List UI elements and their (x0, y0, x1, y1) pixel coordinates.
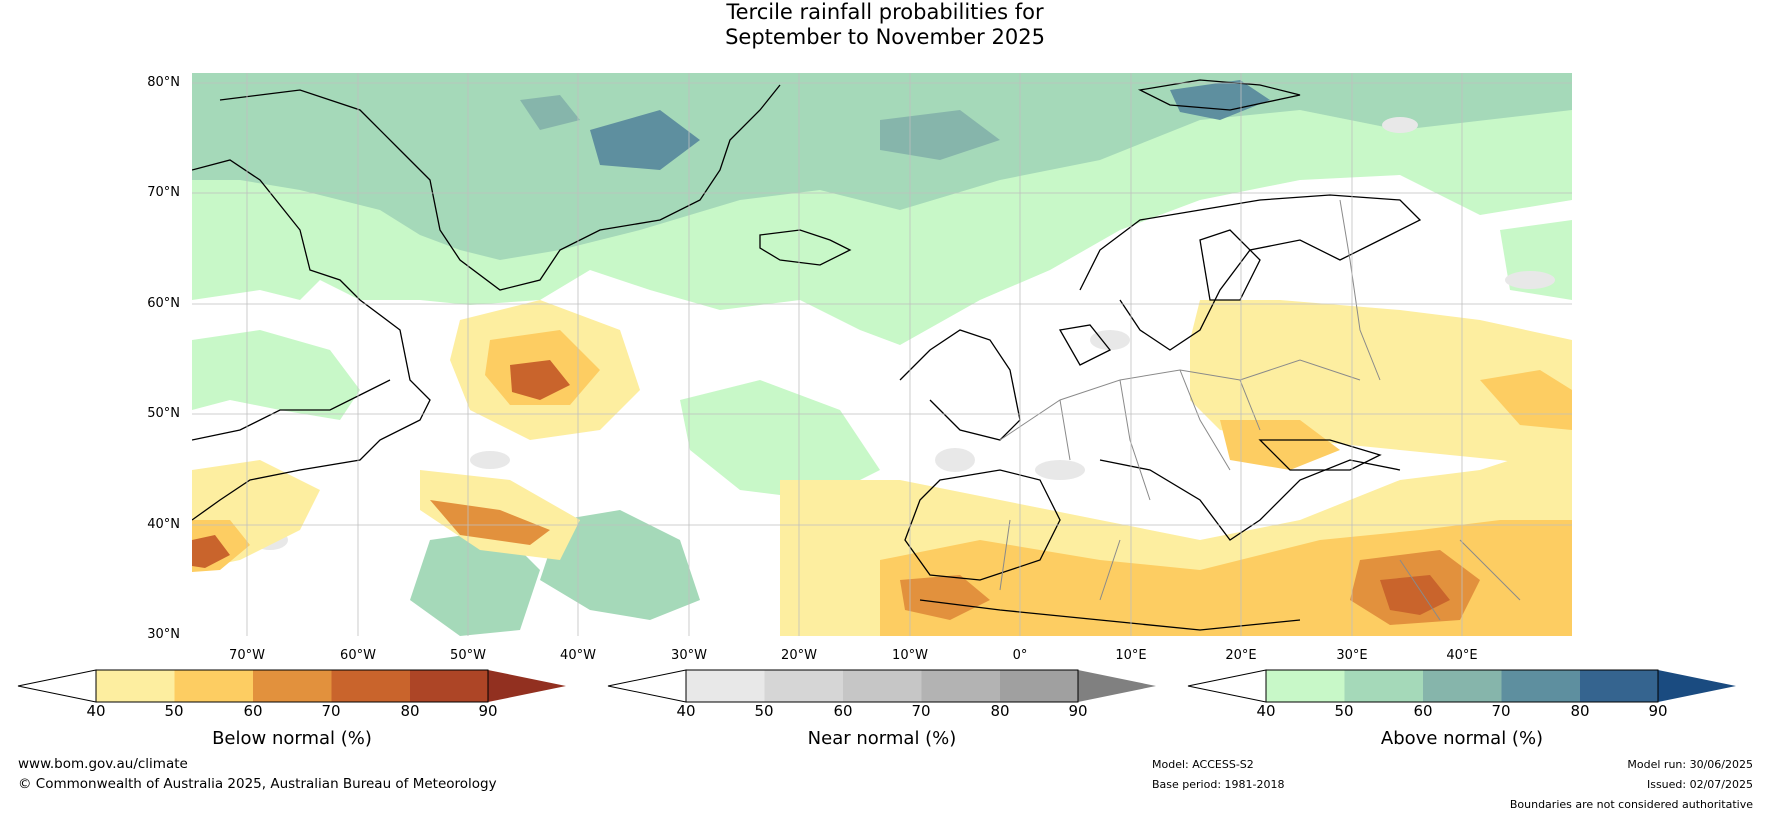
colorbar-near-normal (607, 669, 1156, 703)
map-area (192, 73, 1572, 636)
near-tick-80: 80 (990, 702, 1010, 720)
lon-label-60w: 60°W (340, 648, 376, 663)
above-tick-80: 80 (1570, 702, 1590, 720)
issued-info: Issued: 02/07/2025 (1646, 778, 1753, 791)
lon-label-70w: 70°W (229, 648, 265, 663)
below-tick-70: 70 (321, 702, 341, 720)
lon-label-20e: 20°E (1225, 648, 1257, 663)
lon-label-40w: 40°W (560, 648, 596, 663)
near-tick-90: 90 (1068, 702, 1088, 720)
model-info: Model: ACCESS-S2 (1152, 758, 1254, 771)
boundaries-disclaimer: Boundaries are not considered authoritat… (1509, 798, 1753, 811)
above-tick-40: 40 (1256, 702, 1276, 720)
copyright-notice: © Commonwealth of Australia 2025, Austra… (18, 776, 497, 792)
above-tick-50: 50 (1334, 702, 1354, 720)
colorbar-below-normal (17, 669, 566, 703)
map-title: Tercile rainfall probabilities for Septe… (0, 0, 1770, 50)
lon-label-50w: 50°W (450, 648, 486, 663)
lat-label-30n: 30°N (147, 627, 180, 642)
below-tick-90: 90 (478, 702, 498, 720)
website-link[interactable]: www.bom.gov.au/climate (18, 756, 188, 772)
near-tick-60: 60 (833, 702, 853, 720)
lon-label-30e: 30°E (1336, 648, 1368, 663)
below-tick-50: 50 (164, 702, 184, 720)
above-tick-70: 70 (1491, 702, 1511, 720)
lat-label-70n: 70°N (147, 185, 180, 200)
country-borders (999, 199, 1521, 621)
near-normal-title: Near normal (%) (807, 728, 957, 749)
near-tick-70: 70 (911, 702, 931, 720)
colorbar-above-normal (1187, 669, 1736, 703)
above-normal-title: Above normal (%) (1380, 728, 1544, 749)
title-line-1: Tercile rainfall probabilities for (726, 0, 1044, 24)
below-tick-60: 60 (243, 702, 263, 720)
above-normal-field (192, 73, 1572, 636)
graticule (192, 73, 1572, 636)
lon-label-40e: 40°E (1446, 648, 1478, 663)
above-tick-90: 90 (1648, 702, 1668, 720)
lon-label-0: 0° (1012, 648, 1028, 663)
lat-label-60n: 60°N (147, 296, 180, 311)
lat-label-80n: 80°N (147, 75, 180, 90)
lon-label-30w: 30°W (671, 648, 707, 663)
above-tick-60: 60 (1413, 702, 1433, 720)
lon-label-10w: 10°W (892, 648, 928, 663)
below-normal-title: Below normal (%) (212, 728, 372, 749)
lat-label-50n: 50°N (147, 406, 180, 421)
near-tick-40: 40 (676, 702, 696, 720)
below-tick-80: 80 (400, 702, 420, 720)
model-run-info: Model run: 30/06/2025 (1627, 758, 1753, 771)
below-normal-field (192, 300, 1572, 636)
lat-label-40n: 40°N (147, 517, 180, 532)
title-line-2: September to November 2025 (725, 25, 1045, 49)
near-tick-50: 50 (754, 702, 774, 720)
coastlines (192, 79, 1422, 631)
below-tick-40: 40 (86, 702, 106, 720)
lon-label-20w: 20°W (781, 648, 817, 663)
lon-label-10e: 10°E (1115, 648, 1147, 663)
base-period-info: Base period: 1981-2018 (1152, 778, 1285, 791)
